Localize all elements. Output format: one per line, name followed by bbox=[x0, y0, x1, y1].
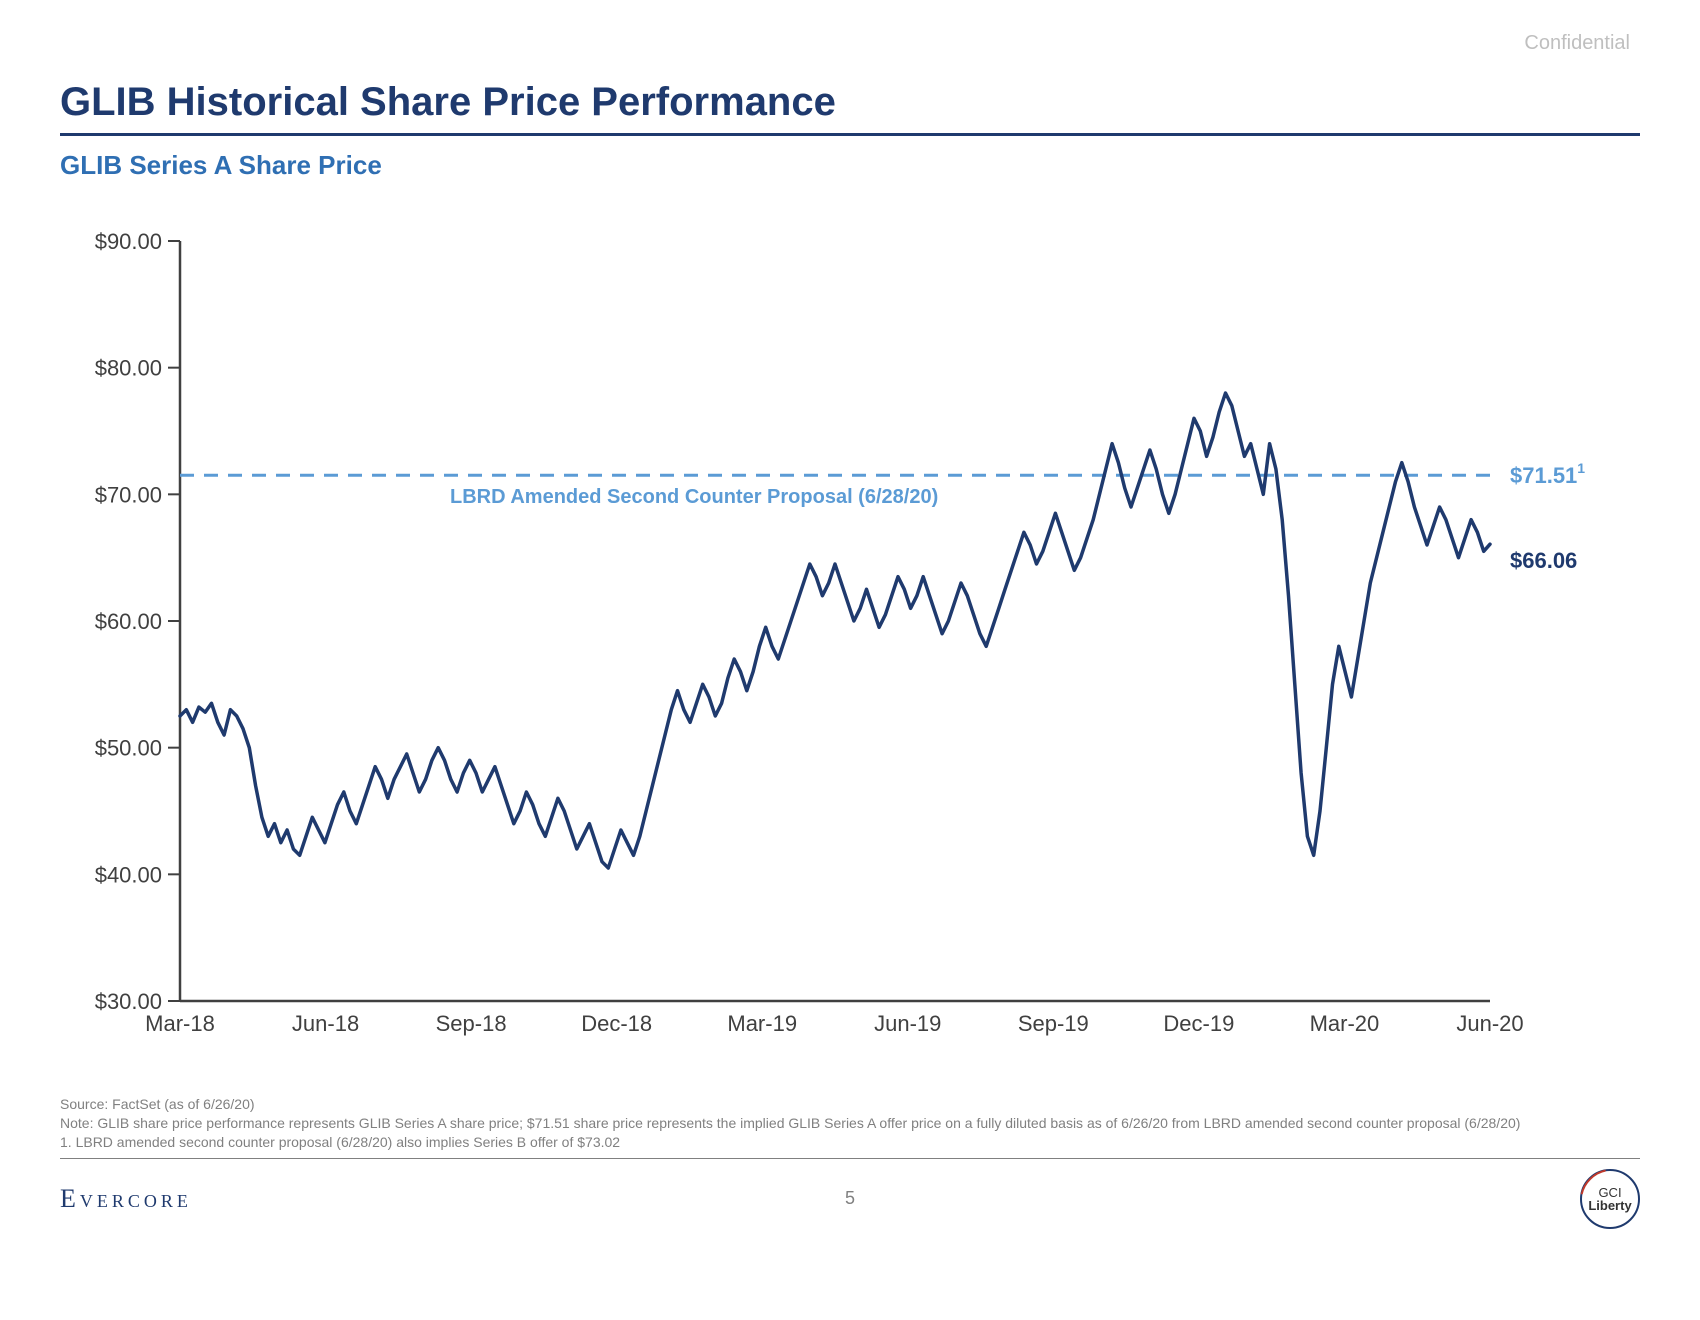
confidential-label: Confidential bbox=[1524, 32, 1630, 55]
svg-text:$40.00: $40.00 bbox=[95, 862, 162, 887]
svg-text:$66.06: $66.06 bbox=[1510, 548, 1577, 573]
svg-text:Dec-18: Dec-18 bbox=[581, 1011, 652, 1036]
svg-text:Jun-18: Jun-18 bbox=[292, 1011, 359, 1036]
logo-bottom-text: Liberty bbox=[1588, 1199, 1631, 1212]
svg-text:$71.511: $71.511 bbox=[1510, 460, 1585, 488]
chart-svg: $30.00$40.00$50.00$60.00$70.00$80.00$90.… bbox=[60, 221, 1640, 1081]
notes-block: Source: FactSet (as of 6/26/20) Note: GL… bbox=[60, 1095, 1640, 1159]
page-subtitle: GLIB Series A Share Price bbox=[60, 150, 1640, 181]
price-chart: $30.00$40.00$50.00$60.00$70.00$80.00$90.… bbox=[60, 221, 1640, 1081]
svg-text:$50.00: $50.00 bbox=[95, 736, 162, 761]
logo-top-text: GCI bbox=[1598, 1186, 1621, 1199]
svg-text:Jun-20: Jun-20 bbox=[1456, 1011, 1523, 1036]
gci-liberty-logo: GCI Liberty bbox=[1580, 1169, 1640, 1229]
svg-text:$90.00: $90.00 bbox=[95, 229, 162, 254]
svg-text:Mar-20: Mar-20 bbox=[1310, 1011, 1380, 1036]
svg-text:LBRD Amended Second Counter Pr: LBRD Amended Second Counter Proposal (6/… bbox=[450, 486, 938, 508]
brand-logo: Evercore bbox=[60, 1184, 192, 1214]
svg-text:Jun-19: Jun-19 bbox=[874, 1011, 941, 1036]
svg-text:Sep-18: Sep-18 bbox=[436, 1011, 507, 1036]
svg-text:Mar-19: Mar-19 bbox=[727, 1011, 797, 1036]
page-title: GLIB Historical Share Price Performance bbox=[60, 80, 1640, 136]
svg-text:Dec-19: Dec-19 bbox=[1163, 1011, 1234, 1036]
footer: Evercore 5 GCI Liberty bbox=[60, 1169, 1640, 1229]
note-line: Note: GLIB share price performance repre… bbox=[60, 1114, 1640, 1133]
svg-text:$60.00: $60.00 bbox=[95, 609, 162, 634]
svg-text:Mar-18: Mar-18 bbox=[145, 1011, 215, 1036]
source-line: Source: FactSet (as of 6/26/20) bbox=[60, 1095, 1640, 1114]
svg-text:Sep-19: Sep-19 bbox=[1018, 1011, 1089, 1036]
footnote-1: 1. LBRD amended second counter proposal … bbox=[60, 1133, 1640, 1152]
svg-text:$70.00: $70.00 bbox=[95, 482, 162, 507]
page-number: 5 bbox=[845, 1188, 855, 1209]
svg-text:$80.00: $80.00 bbox=[95, 356, 162, 381]
